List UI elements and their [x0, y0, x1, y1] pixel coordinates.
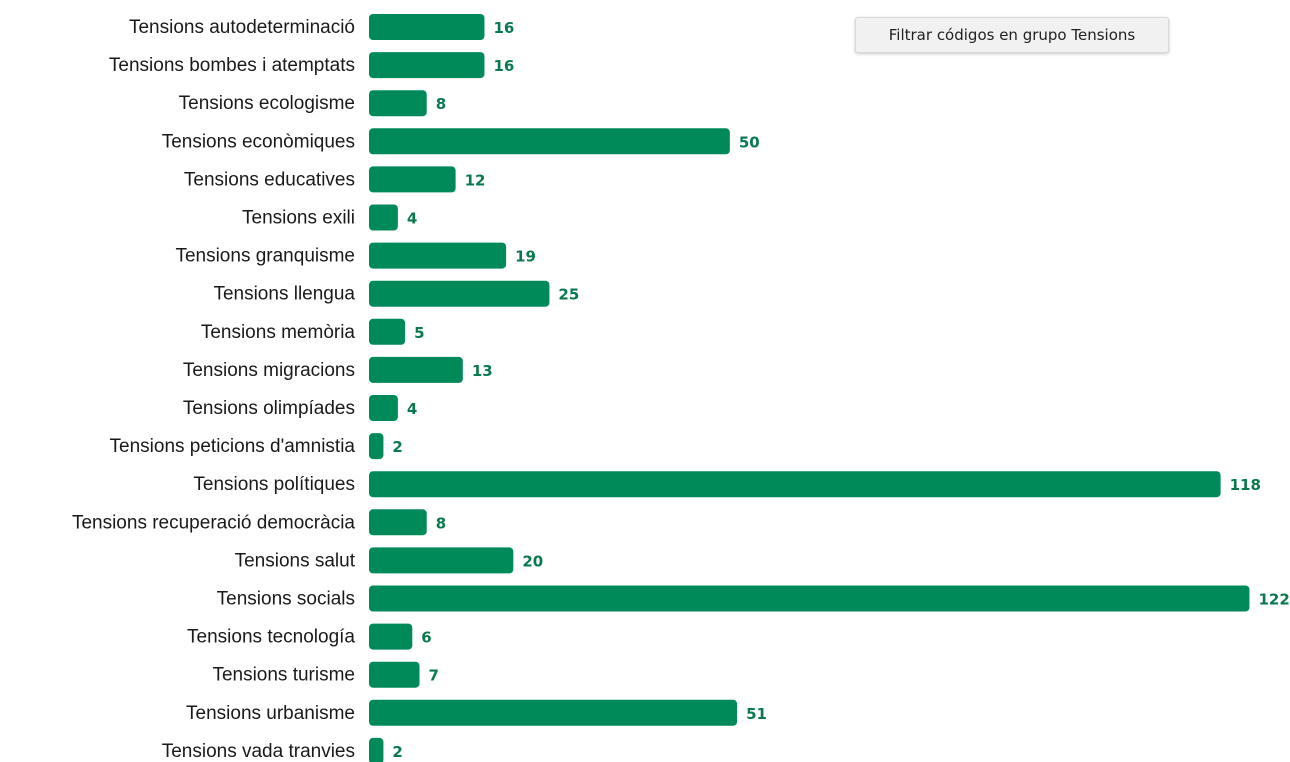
category-label: Tensions migracions [183, 360, 355, 381]
value-label: 16 [493, 19, 514, 37]
value-label: 50 [739, 133, 760, 151]
value-label: 122 [1258, 591, 1289, 609]
category-label: Tensions vada tranvies [162, 741, 355, 762]
category-label: Tensions recuperació democràcia [72, 512, 355, 533]
bar[interactable] [369, 52, 485, 79]
category-label: Tensions autodeterminació [129, 17, 355, 38]
category-label: Tensions granquisme [175, 246, 355, 267]
category-label: Tensions peticions d'amnistia [110, 436, 356, 457]
bar[interactable] [369, 661, 420, 688]
value-label: 13 [472, 362, 493, 380]
bar[interactable] [369, 395, 398, 421]
bar[interactable] [369, 242, 507, 269]
category-label: Tensions polítiques [193, 474, 355, 495]
category-label: Tensions socials [217, 589, 355, 610]
category-labels: Tensions autodeterminació Tensions bombes… [72, 17, 356, 762]
bars [369, 14, 1250, 762]
value-label: 16 [493, 57, 514, 75]
category-label: Tensions turisme [212, 665, 355, 686]
category-label: Tensions urbanisme [186, 703, 355, 724]
value-label: 5 [414, 324, 424, 342]
bar[interactable] [369, 509, 427, 536]
category-label: Tensions econòmiques [162, 131, 355, 152]
category-label: Tensions tecnología [187, 627, 355, 648]
value-label: 51 [746, 705, 767, 723]
category-label: Tensions salut [235, 550, 356, 571]
value-label: 8 [436, 95, 446, 113]
bar[interactable] [369, 128, 730, 155]
filter-codes-button[interactable]: Filtrar códigos en grupo Tensions [855, 17, 1169, 53]
value-label: 4 [407, 400, 417, 418]
bar[interactable] [369, 280, 550, 307]
value-label: 25 [558, 286, 579, 304]
category-label: Tensions educatives [184, 169, 355, 190]
bar[interactable] [369, 204, 398, 231]
value-label: 7 [429, 667, 439, 685]
value-label: 6 [421, 629, 431, 647]
bar[interactable] [369, 471, 1221, 498]
bar[interactable] [369, 623, 413, 650]
bar[interactable] [369, 356, 463, 383]
value-label: 20 [522, 552, 543, 570]
category-label: Tensions olimpíades [183, 398, 355, 419]
bar[interactable] [369, 90, 427, 117]
value-label: 118 [1230, 476, 1261, 494]
bar[interactable] [369, 166, 456, 193]
bar[interactable] [369, 585, 1250, 612]
bar[interactable] [369, 433, 384, 460]
value-label: 2 [392, 438, 402, 456]
category-label: Tensions bombes i atemptats [109, 55, 355, 76]
category-label: Tensions llengua [213, 284, 355, 305]
bar[interactable] [369, 318, 406, 345]
bar[interactable] [369, 547, 514, 574]
bar[interactable] [369, 699, 738, 726]
bar[interactable] [369, 14, 485, 40]
bar[interactable] [369, 737, 384, 762]
value-label: 12 [465, 171, 486, 189]
value-label: 19 [515, 248, 536, 266]
category-label: Tensions memòria [201, 322, 356, 343]
category-label: Tensions exili [242, 208, 355, 229]
value-label: 8 [436, 514, 446, 532]
value-label: 4 [407, 210, 417, 228]
category-label: Tensions ecologisme [179, 93, 355, 114]
value-label: 2 [392, 743, 402, 761]
value-labels: 16 16 8 50 12 4 19 25 5 13 4 2 118 8 20 122 6 7 51 2 [392, 19, 1289, 761]
